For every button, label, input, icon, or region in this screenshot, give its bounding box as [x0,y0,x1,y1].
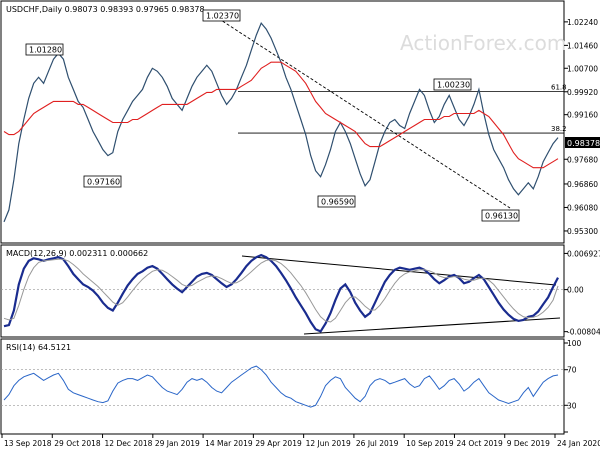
x-tick-label: 26 Jul 2019 [356,439,399,448]
x-tick-label: 24 Oct 2019 [456,439,503,448]
rsi-ytick-label: 100 [567,339,582,348]
price-ytick-label: 0.96860 [567,180,598,189]
price-annotation-label: 0.96130 [485,212,518,221]
price-series [3,21,559,223]
x-tick-label: 12 Dec 2018 [105,439,153,448]
price-panel: USDCHF,Daily 0.98073 0.98393 0.97965 0.9… [0,0,600,244]
price-y-axis: 1.02240 1.01460 1.00700 0.99920 0.99160 0.976… [564,18,598,236]
x-tick-label: 13 Sep 2018 [4,439,52,448]
macd-panel: MACD(12,26,9) 0.002311 0.000662 0.006927… [0,244,600,338]
rsi-panel: RSI(14) 64.5121 100 70 30 [0,338,582,435]
price-annotation-label: 1.00230 [437,81,470,90]
macd-title: MACD(12,26,9) 0.002311 0.000662 [6,249,148,258]
price-annotation-label: 0.97160 [87,178,120,187]
price-annotation-label: 1.01280 [29,46,62,55]
price-annotation-box [202,9,241,22]
x-tick-label: 29 Apr 2019 [255,439,302,448]
current-price-text: 0.98378 [567,139,600,148]
price-ytick-label: 0.96080 [567,203,598,212]
macd-signal-line [3,258,559,323]
macd-ytick-label: 0.006927 [567,249,600,258]
macd-ytick-label: -0.008049 [567,328,600,337]
price-annotations: 1.02370 1.01280 0.97160 0.96590 1.00230 0.961… [25,9,520,222]
x-tick-label: 12 Jun 2019 [306,439,351,448]
price-ytick-label: 0.99920 [567,88,598,97]
price-annotation-label: 1.02370 [206,12,239,21]
x-tick-label: 14 Mar 2019 [205,439,253,448]
macd-series [3,253,559,333]
x-tick-label: 24 Jan 2020 [557,439,600,448]
x-tick-label: 29 Jan 2019 [155,439,200,448]
price-ytick-label: 0.99160 [567,111,598,120]
rsi-title: RSI(14) 64.5121 [6,343,71,352]
price-annotation-box [25,43,64,56]
price-ytick-label: 1.02240 [567,18,598,27]
watermark: ActionForex.com [400,31,566,55]
price-ytick-label: 0.97680 [567,155,598,164]
moving-average-line [3,61,559,169]
fib-label: 38.2 [551,125,567,133]
rsi-series [3,365,559,408]
rsi-y-axis: 100 70 30 [1,339,582,433]
fib-levels: 61.8 38.2 [238,83,567,134]
macd-y-axis: 0.006927 0.00 -0.008049 [1,249,600,337]
price-ytick-label: 0.95300 [567,227,598,236]
macd-trendline-upper [241,255,557,286]
price-ytick-label: 1.01460 [567,41,598,50]
price-annotation-box [317,195,356,208]
x-axis: 13 Sep 2018 29 Oct 2018 12 Dec 2018 29 Jan … [1,434,600,448]
price-annotation-box [433,78,472,91]
price-ytick-label: 1.00700 [567,64,598,73]
x-tick-label: 29 Oct 2018 [54,439,101,448]
rsi-ytick-label: 70 [567,366,577,375]
price-annotation-label: 0.96590 [321,198,354,207]
price-annotation-box [481,209,520,222]
macd-line [3,253,559,333]
macd-ytick-label: 0.00 [567,286,584,295]
current-price-label: 0.98378 [565,137,600,148]
x-tick-label: 10 Sep 2019 [406,439,454,448]
fib-label: 61.8 [551,83,567,91]
x-tick-label: 9 Dec 2019 [507,439,550,448]
price-chart-title: USDCHF,Daily 0.98073 0.98393 0.97965 0.9… [6,5,205,14]
price-annotation-box [83,175,122,188]
rsi-line [3,365,559,408]
rsi-ytick-label: 30 [567,401,577,410]
